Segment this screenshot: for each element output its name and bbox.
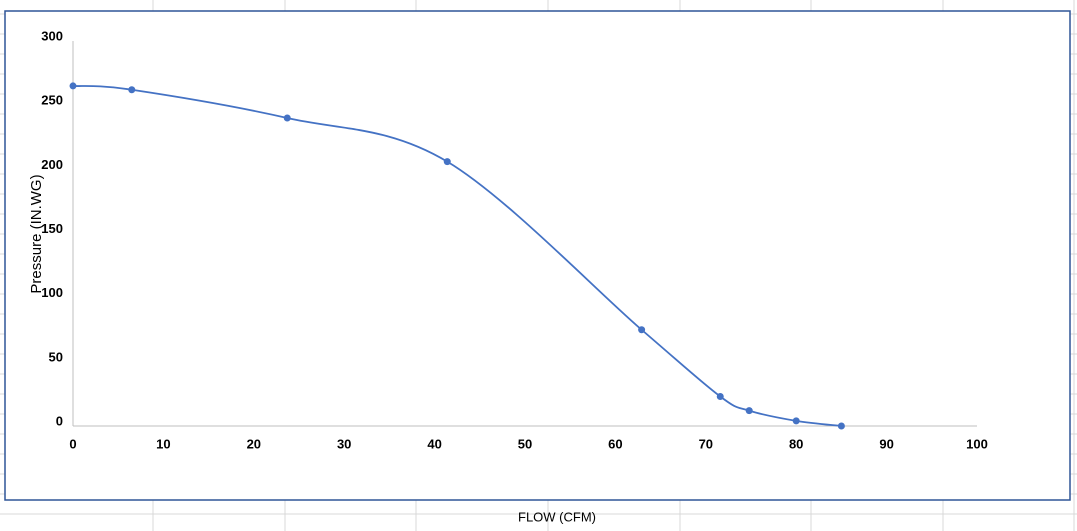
x-tick-label: 100 bbox=[966, 436, 988, 451]
data-point bbox=[837, 422, 845, 430]
y-axis-title: Pressure (IN.WG) bbox=[28, 174, 45, 293]
x-tick-label: 0 bbox=[69, 436, 76, 451]
y-tick-label: 50 bbox=[49, 349, 63, 364]
y-tick-label: 100 bbox=[41, 285, 63, 300]
x-tick-label: 50 bbox=[518, 436, 532, 451]
x-tick-label: 60 bbox=[608, 436, 622, 451]
data-point bbox=[283, 114, 291, 122]
series-line bbox=[72, 85, 842, 427]
x-tick-label: 80 bbox=[789, 436, 803, 451]
x-tick-label: 10 bbox=[156, 436, 170, 451]
data-point bbox=[638, 326, 646, 334]
x-tick-label: 70 bbox=[699, 436, 713, 451]
y-tick-label: 250 bbox=[41, 93, 63, 108]
y-tick-label: 150 bbox=[41, 221, 63, 236]
data-point bbox=[792, 417, 800, 425]
y-tick-label: 300 bbox=[41, 28, 63, 43]
data-point bbox=[69, 82, 77, 90]
y-tick-label: 0 bbox=[56, 413, 63, 428]
x-tick-label: 30 bbox=[337, 436, 351, 451]
y-tick-label: 200 bbox=[41, 157, 63, 172]
x-tick-label: 20 bbox=[247, 436, 261, 451]
x-tick-label: 90 bbox=[879, 436, 893, 451]
data-point bbox=[128, 86, 136, 94]
x-tick-label: 40 bbox=[427, 436, 441, 451]
data-point bbox=[716, 392, 724, 400]
x-axis-title: FLOW (CFM) bbox=[518, 509, 596, 524]
data-point bbox=[745, 407, 753, 415]
data-point bbox=[443, 158, 451, 166]
chart-frame bbox=[4, 10, 1071, 501]
